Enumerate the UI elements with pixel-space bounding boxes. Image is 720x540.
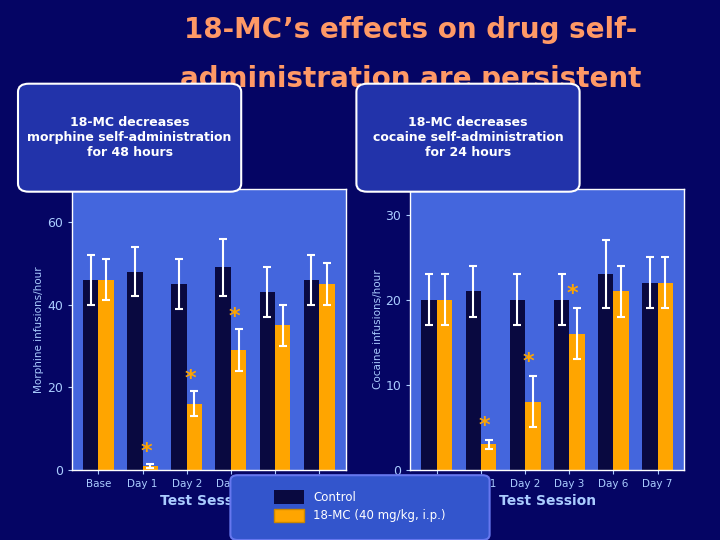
Text: *: * [184,369,196,389]
X-axis label: Test Session: Test Session [161,495,257,508]
Text: 18-MC decreases
morphine self-administration
for 48 hours: 18-MC decreases morphine self-administra… [27,116,232,159]
Bar [171,284,186,470]
Bar [466,291,481,470]
Bar [83,280,99,470]
Text: *: * [567,284,578,304]
Bar [259,292,275,470]
X-axis label: Test Session: Test Session [499,495,595,508]
Bar [554,300,570,470]
Text: *: * [479,416,490,436]
Bar [186,404,202,470]
Bar [421,300,437,470]
Y-axis label: Cocaine infusions/hour: Cocaine infusions/hour [373,269,383,389]
Bar [215,267,231,470]
Bar [319,284,335,470]
Bar [437,300,452,470]
Bar [481,444,497,470]
Bar [525,402,541,470]
Legend: Control, 18-MC (40 mg/kg, i.p.): Control, 18-MC (40 mg/kg, i.p.) [271,487,449,526]
Text: administration are persistent: administration are persistent [180,65,641,93]
Bar [570,334,585,470]
Text: *: * [523,352,534,372]
Bar [657,282,673,470]
Bar [231,350,246,470]
Y-axis label: Morphine infusions/hour: Morphine infusions/hour [35,266,45,393]
Bar [143,465,158,470]
Text: 18-MC’s effects on drug self-: 18-MC’s effects on drug self- [184,16,637,44]
Text: 18-MC decreases
cocaine self-administration
for 24 hours: 18-MC decreases cocaine self-administrat… [373,116,563,159]
Bar [127,272,143,470]
Bar [598,274,613,470]
Bar [304,280,319,470]
Bar [510,300,525,470]
Bar [642,282,657,470]
Bar [99,280,114,470]
Text: *: * [228,307,240,327]
Bar [613,291,629,470]
Bar [275,325,290,470]
Text: *: * [140,442,152,462]
